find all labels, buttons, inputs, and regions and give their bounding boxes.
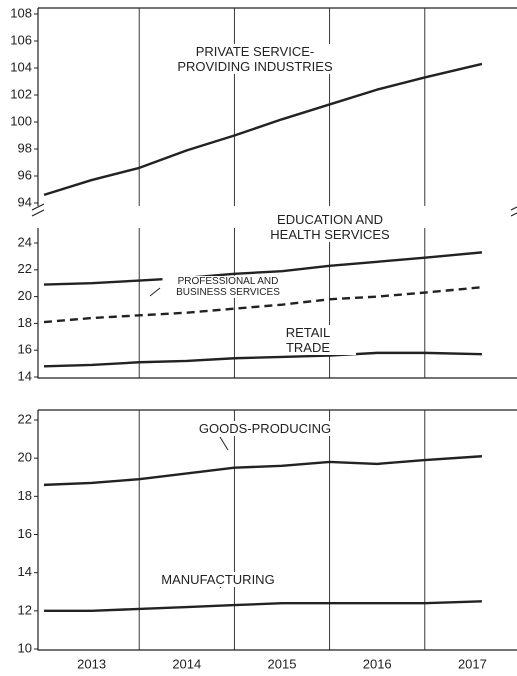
x-tick-label: 2016 (363, 656, 392, 671)
y-tick-label: 16 (18, 526, 32, 541)
x-tick-label: 2015 (268, 656, 297, 671)
y-tick-label: 24 (18, 234, 32, 249)
line (43, 286, 483, 324)
series-label: RETAIL TRADE (260, 325, 356, 355)
y-tick-label: 20 (18, 288, 32, 303)
line (43, 62, 483, 197)
y-tick-label: 10 (18, 640, 32, 655)
y-tick-label: 22 (18, 261, 32, 276)
series-label: GOODS-PRODUCING (182, 421, 348, 436)
line (43, 351, 482, 368)
y-tick-label: 22 (18, 411, 32, 426)
y-tick-label: 96 (18, 167, 32, 182)
x-tick-label: 2013 (77, 656, 106, 671)
axis-break (31, 203, 517, 217)
y-tick-label: 102 (10, 86, 32, 101)
y-tick-label: 106 (10, 32, 32, 47)
x-tick-label: 2017 (458, 656, 487, 671)
leader (149, 287, 161, 297)
series-label: MANUFACTURING (150, 572, 286, 587)
y-tick-label: 100 (10, 113, 32, 128)
y-tick-label: 94 (18, 194, 32, 209)
y-tick-label: 14 (18, 564, 32, 579)
line (43, 251, 483, 286)
y-tick-label: 12 (18, 602, 32, 617)
leader (219, 436, 229, 451)
y-tick-label: 104 (10, 59, 32, 74)
y-tick-label: 16 (18, 342, 32, 357)
y-tick-label: 18 (18, 488, 32, 503)
y-tick-label: 108 (10, 5, 32, 20)
series-label: EDUCATION AND HEALTH SERVICES (252, 212, 408, 242)
line (43, 455, 483, 487)
frame (37, 409, 517, 651)
series-label: PROFESSIONAL AND BUSINESS SERVICES (162, 276, 294, 298)
y-tick-label: 14 (18, 368, 32, 383)
x-tick-label: 2014 (172, 656, 201, 671)
y-tick-label: 20 (18, 450, 32, 465)
y-tick-label: 98 (18, 140, 32, 155)
plot: 94 96 98 100 102 104 106 108 14 16 18 20 22 24 10 12 14 1… (10, 5, 487, 671)
line (44, 600, 482, 613)
y-tick-label: 18 (18, 315, 32, 330)
series-label: PRIVATE SERVICE-PROVIDING INDUSTRIES (167, 44, 343, 74)
